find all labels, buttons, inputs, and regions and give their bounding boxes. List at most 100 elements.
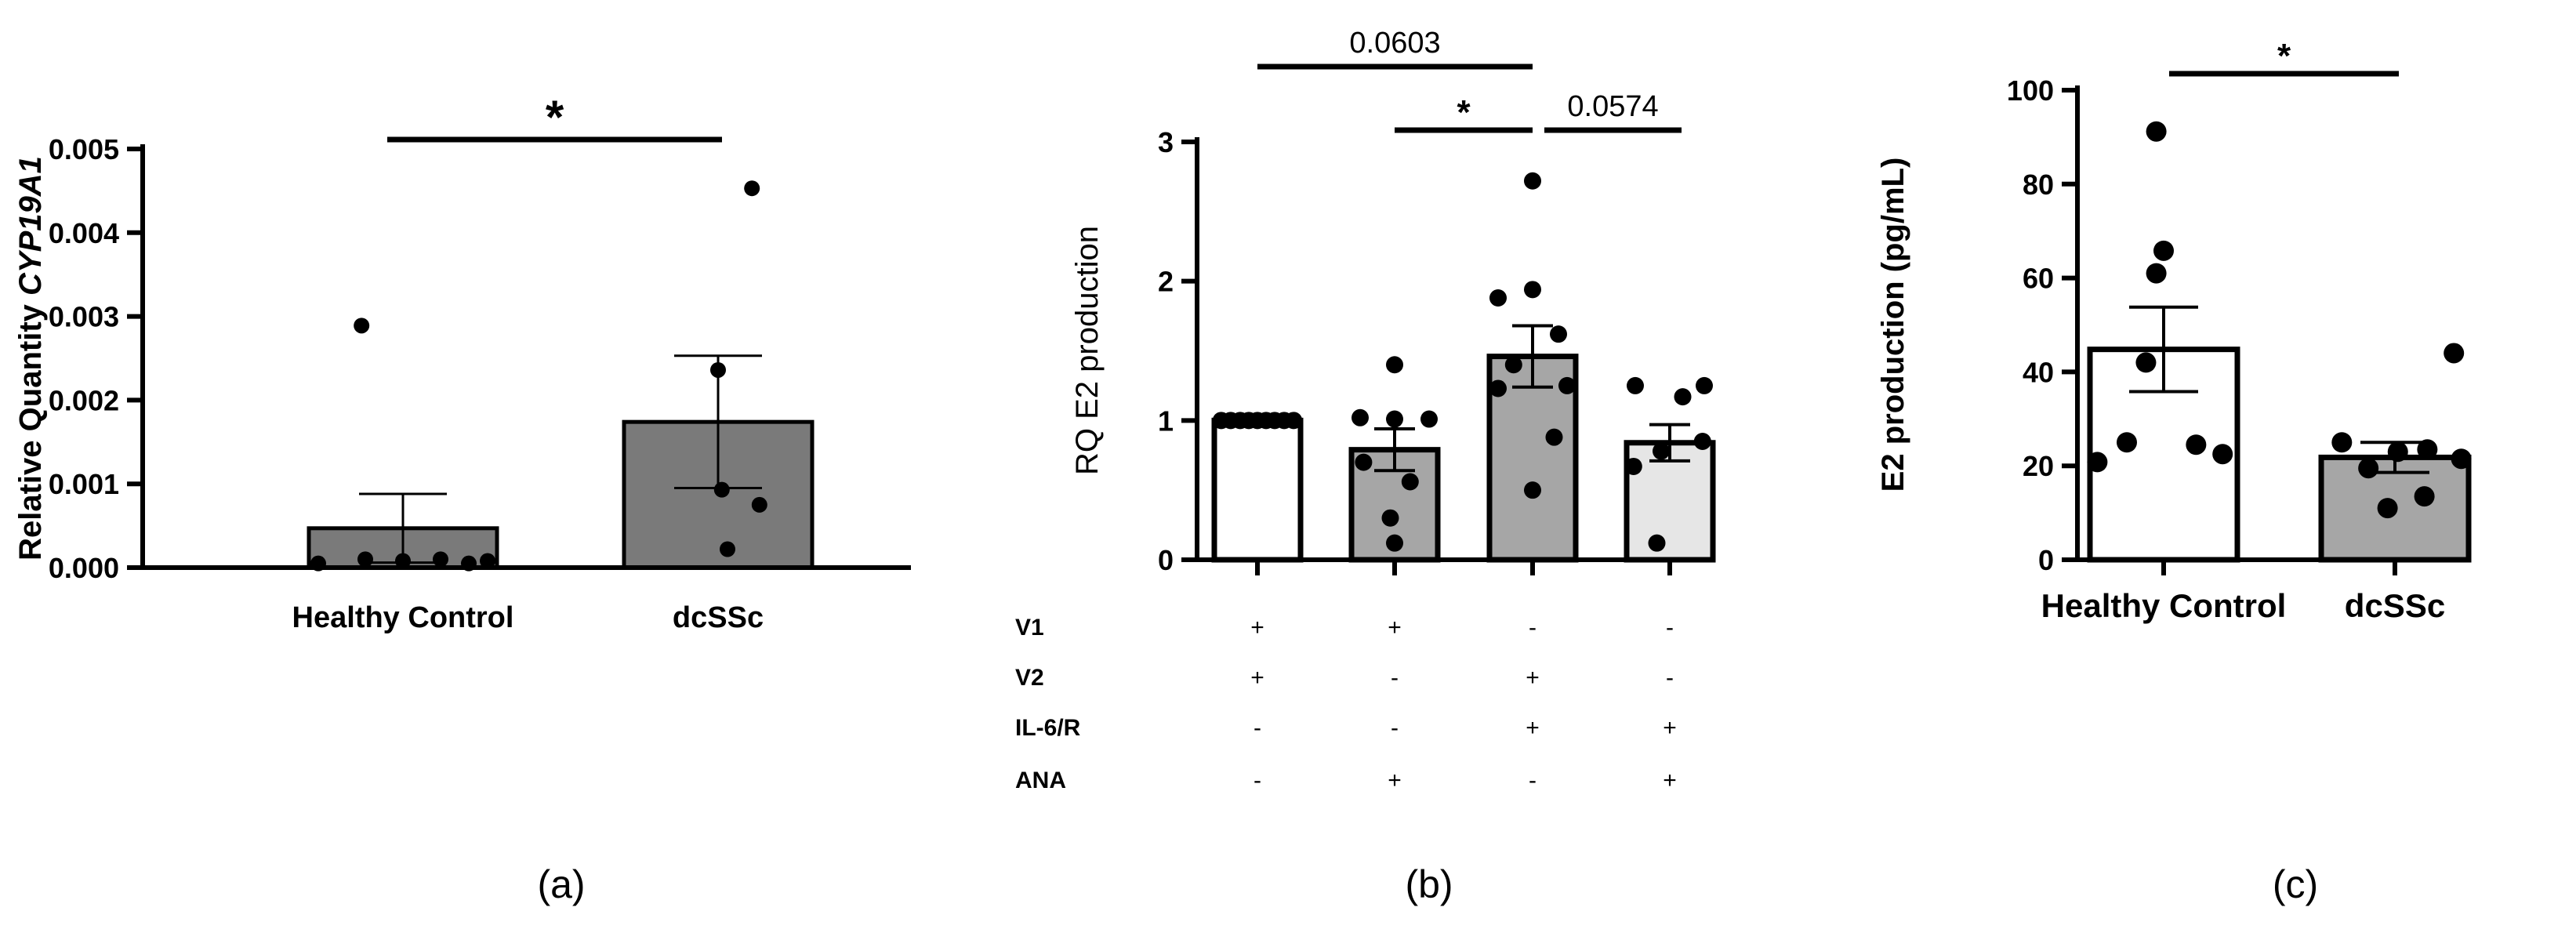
x-category-label: dcSSc bbox=[2345, 587, 2445, 624]
y-tick-label: 0.005 bbox=[49, 133, 119, 165]
condition-value: + bbox=[1388, 615, 1402, 641]
y-tick-label: 0.002 bbox=[49, 384, 119, 416]
data-point bbox=[1558, 376, 1576, 394]
bar-1 bbox=[1211, 417, 1304, 563]
data-point bbox=[710, 361, 726, 378]
data-point bbox=[1674, 388, 1692, 406]
y-tick-label: 100 bbox=[2007, 74, 2054, 107]
condition-value: - bbox=[1666, 615, 1674, 641]
condition-label: ANA bbox=[1015, 768, 1066, 793]
data-point bbox=[2377, 498, 2398, 519]
condition-value: - bbox=[1666, 665, 1674, 691]
data-point bbox=[1624, 457, 1642, 475]
condition-label: V1 bbox=[1015, 615, 1044, 641]
data-point bbox=[1550, 325, 1567, 343]
data-point bbox=[751, 496, 767, 513]
data-point bbox=[1524, 281, 1541, 299]
data-point bbox=[713, 481, 730, 498]
significance-label: * bbox=[546, 91, 564, 143]
y-tick-label: 1 bbox=[1158, 405, 1174, 437]
data-point bbox=[2451, 448, 2472, 470]
data-point bbox=[1524, 481, 1541, 499]
panel-b-chart: 0 1 2 3 0.0603 * 0.0574 RQ E2 production V1 + + - - V… bbox=[1015, 27, 1716, 793]
data-point bbox=[2153, 240, 2174, 261]
y-axis-label: RQ E2 production bbox=[1070, 226, 1105, 475]
data-point bbox=[1355, 453, 1373, 471]
x-category-label: Healthy Control bbox=[292, 601, 514, 634]
data-point bbox=[1285, 412, 1303, 430]
data-point bbox=[354, 318, 370, 334]
significance-label: * bbox=[1457, 93, 1471, 132]
y-tick-label: 3 bbox=[1158, 126, 1174, 158]
x-category-label: Healthy Control bbox=[2041, 587, 2287, 624]
data-point bbox=[1489, 379, 1507, 397]
condition-value: + bbox=[1388, 768, 1402, 793]
data-point bbox=[2146, 263, 2167, 284]
data-point bbox=[1386, 410, 1403, 428]
y-tick-label: 0 bbox=[1158, 544, 1174, 576]
condition-value: + bbox=[1663, 768, 1677, 793]
data-point bbox=[461, 555, 477, 572]
data-point bbox=[1401, 473, 1419, 491]
x-category-label: dcSSc bbox=[673, 601, 764, 634]
y-axis-label: E2 production (pg/mL) bbox=[1876, 158, 1910, 492]
significance-label: 0.0574 bbox=[1567, 90, 1658, 123]
data-point bbox=[2135, 352, 2157, 373]
condition-value: - bbox=[1254, 715, 1261, 741]
data-point bbox=[1381, 509, 1399, 527]
condition-value: + bbox=[1250, 615, 1264, 641]
significance-label: * bbox=[2277, 37, 2291, 75]
condition-value: - bbox=[1529, 615, 1537, 641]
data-point bbox=[2186, 434, 2207, 455]
y-axis-label-gene: CYP19A1 bbox=[13, 156, 48, 296]
data-point bbox=[720, 541, 735, 557]
panel-c-chart: 0 20 40 60 80 100 Healthy Control dcSSc * E2 prod… bbox=[1876, 37, 2472, 624]
y-tick-label: 60 bbox=[2023, 263, 2054, 295]
condition-label: V2 bbox=[1015, 665, 1044, 691]
data-point bbox=[2444, 343, 2465, 364]
data-point bbox=[1420, 410, 1438, 428]
condition-label: IL-6/R bbox=[1015, 715, 1081, 741]
data-point bbox=[1351, 408, 1369, 426]
data-point bbox=[1627, 376, 1644, 394]
condition-value: - bbox=[1391, 665, 1399, 691]
panel-c-label: (c) bbox=[2273, 862, 2318, 906]
data-point bbox=[1504, 356, 1522, 374]
condition-value: - bbox=[1529, 768, 1537, 793]
y-tick-label: 0.004 bbox=[49, 217, 119, 249]
data-point bbox=[2087, 452, 2108, 473]
data-point bbox=[2331, 432, 2353, 453]
data-point bbox=[395, 553, 411, 569]
data-point bbox=[1489, 289, 1507, 307]
condition-value: + bbox=[1526, 715, 1540, 741]
data-point bbox=[2417, 439, 2438, 460]
data-point bbox=[310, 555, 326, 572]
data-point bbox=[2387, 441, 2408, 463]
data-point bbox=[744, 180, 760, 197]
panel-a-chart: 0.000 0.001 0.002 0.003 0.004 0.005 Healthy Co… bbox=[13, 91, 911, 634]
y-tick-label: 0.000 bbox=[49, 552, 119, 584]
data-point bbox=[2117, 432, 2137, 453]
y-tick-label: 2 bbox=[1158, 266, 1174, 298]
data-point bbox=[1653, 442, 1670, 460]
y-tick-label: 0.003 bbox=[49, 301, 119, 333]
y-tick-label: 0.001 bbox=[49, 468, 119, 500]
data-point bbox=[1386, 356, 1403, 374]
condition-value: + bbox=[1526, 665, 1540, 691]
data-point bbox=[357, 551, 373, 568]
data-point bbox=[2358, 458, 2379, 479]
data-point bbox=[1545, 428, 1563, 446]
data-point bbox=[1648, 534, 1666, 552]
y-axis-label-prefix: Relative Quantity bbox=[13, 296, 48, 561]
y-tick-label: 20 bbox=[2023, 450, 2054, 482]
condition-value: - bbox=[1254, 768, 1261, 793]
y-tick-label: 40 bbox=[2023, 356, 2054, 388]
panel-b-label: (b) bbox=[1405, 862, 1453, 906]
significance-label: 0.0603 bbox=[1349, 27, 1440, 60]
data-point bbox=[1386, 534, 1403, 552]
y-axis-label: Relative Quantity CYP19A1 bbox=[13, 156, 48, 561]
data-point bbox=[2146, 121, 2167, 142]
condition-value: + bbox=[1250, 665, 1264, 691]
